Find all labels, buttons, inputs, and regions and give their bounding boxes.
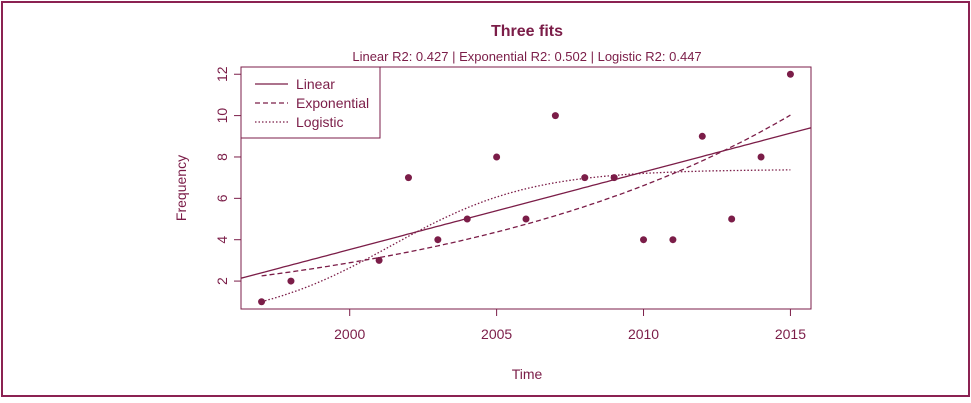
legend: Linear Exponential Logistic (240, 66, 381, 139)
data-point (669, 236, 677, 244)
linear-fit-line (241, 127, 811, 279)
data-point (640, 236, 648, 244)
data-point (551, 112, 559, 120)
data-point (287, 277, 295, 285)
y-tick-label: 12 (214, 66, 230, 82)
data-point (786, 70, 794, 78)
data-point (434, 236, 442, 244)
data-points (258, 70, 794, 306)
logistic-fit-line (261, 169, 791, 303)
data-point (375, 256, 383, 264)
data-point (463, 215, 471, 223)
fit-lines (241, 114, 811, 303)
data-point (610, 174, 618, 182)
data-point (581, 174, 589, 182)
legend-linear-label: Linear (296, 76, 335, 92)
x-tick-label: 2015 (775, 326, 806, 342)
y-tick-label: 4 (214, 236, 230, 244)
chart-title: Three fits (491, 23, 563, 40)
x-tick-label: 2005 (481, 326, 512, 342)
x-axis-label: Time (512, 366, 543, 382)
y-axis-label: Frequency (173, 155, 189, 221)
axes: 2000 2005 2010 2015 2 4 6 8 10 12 (214, 66, 812, 342)
data-point (698, 132, 706, 140)
y-tick-label: 10 (214, 108, 230, 124)
exponential-fit-line (261, 114, 791, 277)
legend-exponential-label: Exponential (296, 95, 369, 111)
chart-subtitle: Linear R2: 0.427 | Exponential R2: 0.502… (352, 49, 701, 64)
y-tick-label: 6 (214, 194, 230, 202)
x-tick-label: 2000 (334, 326, 365, 342)
data-point (493, 153, 501, 161)
x-tick-label: 2010 (628, 326, 659, 342)
data-point (258, 298, 266, 306)
data-point (522, 215, 530, 223)
data-point (757, 153, 765, 161)
y-tick-label: 8 (214, 153, 230, 161)
y-tick-label: 2 (214, 277, 230, 285)
data-point (404, 174, 412, 182)
legend-logistic-label: Logistic (296, 114, 343, 130)
data-point (728, 215, 736, 223)
